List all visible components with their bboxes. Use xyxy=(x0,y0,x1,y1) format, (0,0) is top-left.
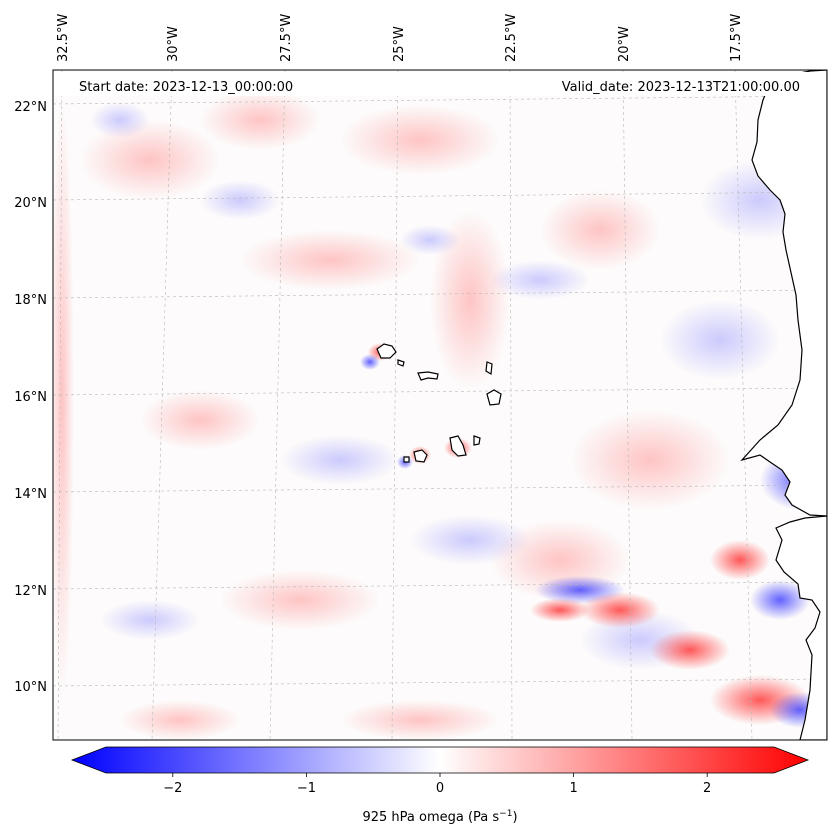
island-santo-antao xyxy=(376,343,397,359)
island-boa-vista xyxy=(486,389,502,406)
gridlines xyxy=(53,70,827,740)
longitude-labels: 32.5°W 30°W 27.5°W 25°W 22.5°W 20°W 17.5… xyxy=(56,14,744,62)
colorbar-tick-label: −1 xyxy=(297,781,316,796)
lat-label-12n: 12°N xyxy=(14,584,47,599)
lon-label-25w: 25°W xyxy=(392,26,407,62)
lat-label-22n: 22°N xyxy=(14,100,47,115)
header-background xyxy=(55,72,825,96)
omega-field xyxy=(53,90,827,740)
lon-label-22-5w: 22.5°W xyxy=(504,14,519,62)
lon-label-17-5w: 17.5°W xyxy=(729,14,744,62)
colorbar-tick-label: 0 xyxy=(436,781,444,796)
colorbar: −2 −1 0 1 2 925 hPa omega (Pa s−1) xyxy=(70,746,810,825)
lon-label-27-5w: 27.5°W xyxy=(279,14,294,62)
island-santiago xyxy=(449,435,467,457)
lon-label-20w: 20°W xyxy=(617,26,632,62)
map-frame xyxy=(52,69,828,741)
colorbar-tick-label: −2 xyxy=(163,781,182,796)
coastlines xyxy=(376,70,827,740)
colorbar-tick-label: 1 xyxy=(569,781,577,796)
colorbar-body xyxy=(70,746,810,774)
lat-label-20n: 20°N xyxy=(14,196,47,211)
island-maio xyxy=(473,435,481,446)
map-panel: Start date: 2023-12-13_00:00:00 Valid_da… xyxy=(52,69,828,741)
valid-date: Valid_date: 2023-12-13T21:00:00.00 xyxy=(562,80,800,95)
island-sal xyxy=(485,361,493,376)
colorbar-tick-label: 2 xyxy=(703,781,711,796)
island-brava xyxy=(403,456,410,463)
colorbar-label: 925 hPa omega (Pa s−1) xyxy=(362,809,517,825)
lat-label-10n: 10°N xyxy=(14,680,47,695)
lat-label-16n: 16°N xyxy=(14,390,47,405)
island-sao-vicente xyxy=(397,359,405,367)
island-sao-nicolau xyxy=(417,371,439,381)
lat-label-14n: 14°N xyxy=(14,487,47,502)
latitude-labels: 22°N 20°N 18°N 16°N 14°N 12°N 10°N xyxy=(14,100,47,695)
island-fogo xyxy=(413,449,428,463)
colorbar-ticks: −2 −1 0 1 2 xyxy=(163,773,711,796)
lat-label-18n: 18°N xyxy=(14,293,47,308)
start-date: Start date: 2023-12-13_00:00:00 xyxy=(79,80,293,95)
africa-coastline xyxy=(740,70,827,740)
lon-label-32-5w: 32.5°W xyxy=(56,14,71,62)
lon-label-30w: 30°W xyxy=(166,26,181,62)
